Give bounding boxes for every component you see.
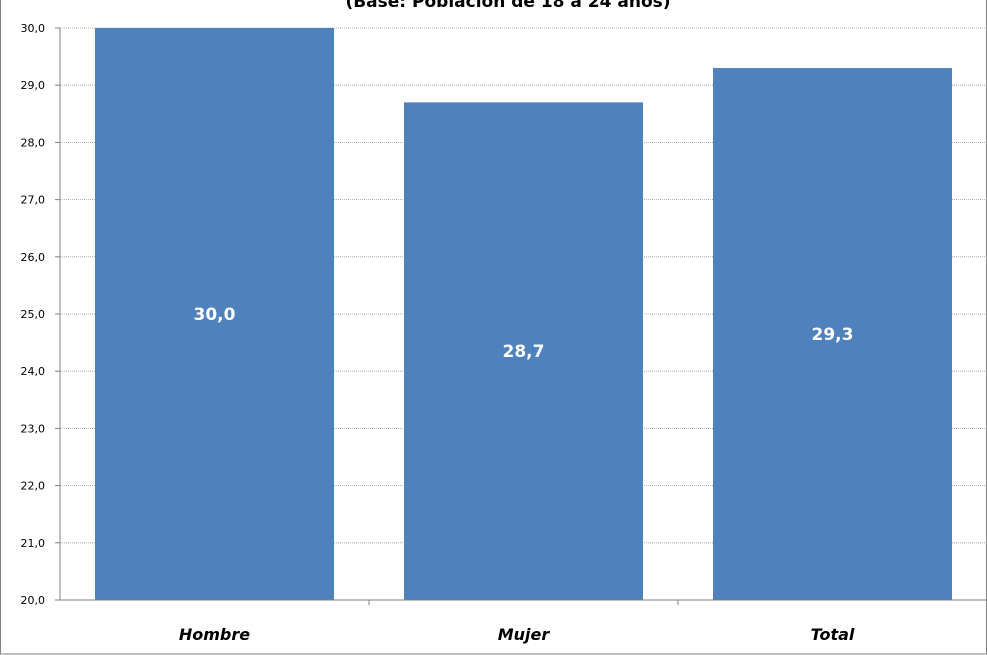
bar: [95, 28, 334, 600]
x-tick-label: Mujer: [498, 625, 551, 644]
x-tick-label: Hombre: [179, 625, 250, 644]
y-tick-label: 24,0: [21, 365, 46, 378]
x-tick-label: Total: [811, 625, 855, 644]
bar: [713, 68, 952, 601]
y-tick-label: 22,0: [21, 480, 46, 493]
y-tick-label: 30,0: [21, 22, 46, 35]
y-tick-label: 21,0: [21, 537, 46, 550]
bar-value-label: 30,0: [194, 305, 236, 325]
y-tick-label: 27,0: [21, 194, 46, 207]
y-tick-label: 28,0: [21, 136, 46, 149]
chart-title: (Base: Población de 18 a 24 años): [345, 0, 670, 12]
axes: [55, 27, 987, 605]
y-tick-label: 20,0: [21, 594, 46, 607]
y-tick-label: 26,0: [21, 251, 46, 264]
y-tick-label: 23,0: [21, 422, 46, 435]
bar: [404, 102, 643, 601]
y-tick-label: 29,0: [21, 79, 46, 92]
bar-value-label: 29,3: [812, 325, 854, 345]
y-tick-label: 25,0: [21, 308, 46, 321]
bar-value-label: 28,7: [503, 342, 545, 362]
labels: 20,0 21,0 22,0 23,0 24,0 25,0 26,0 27,0 28,0 29,0…: [21, 22, 855, 644]
bars: [95, 28, 952, 601]
